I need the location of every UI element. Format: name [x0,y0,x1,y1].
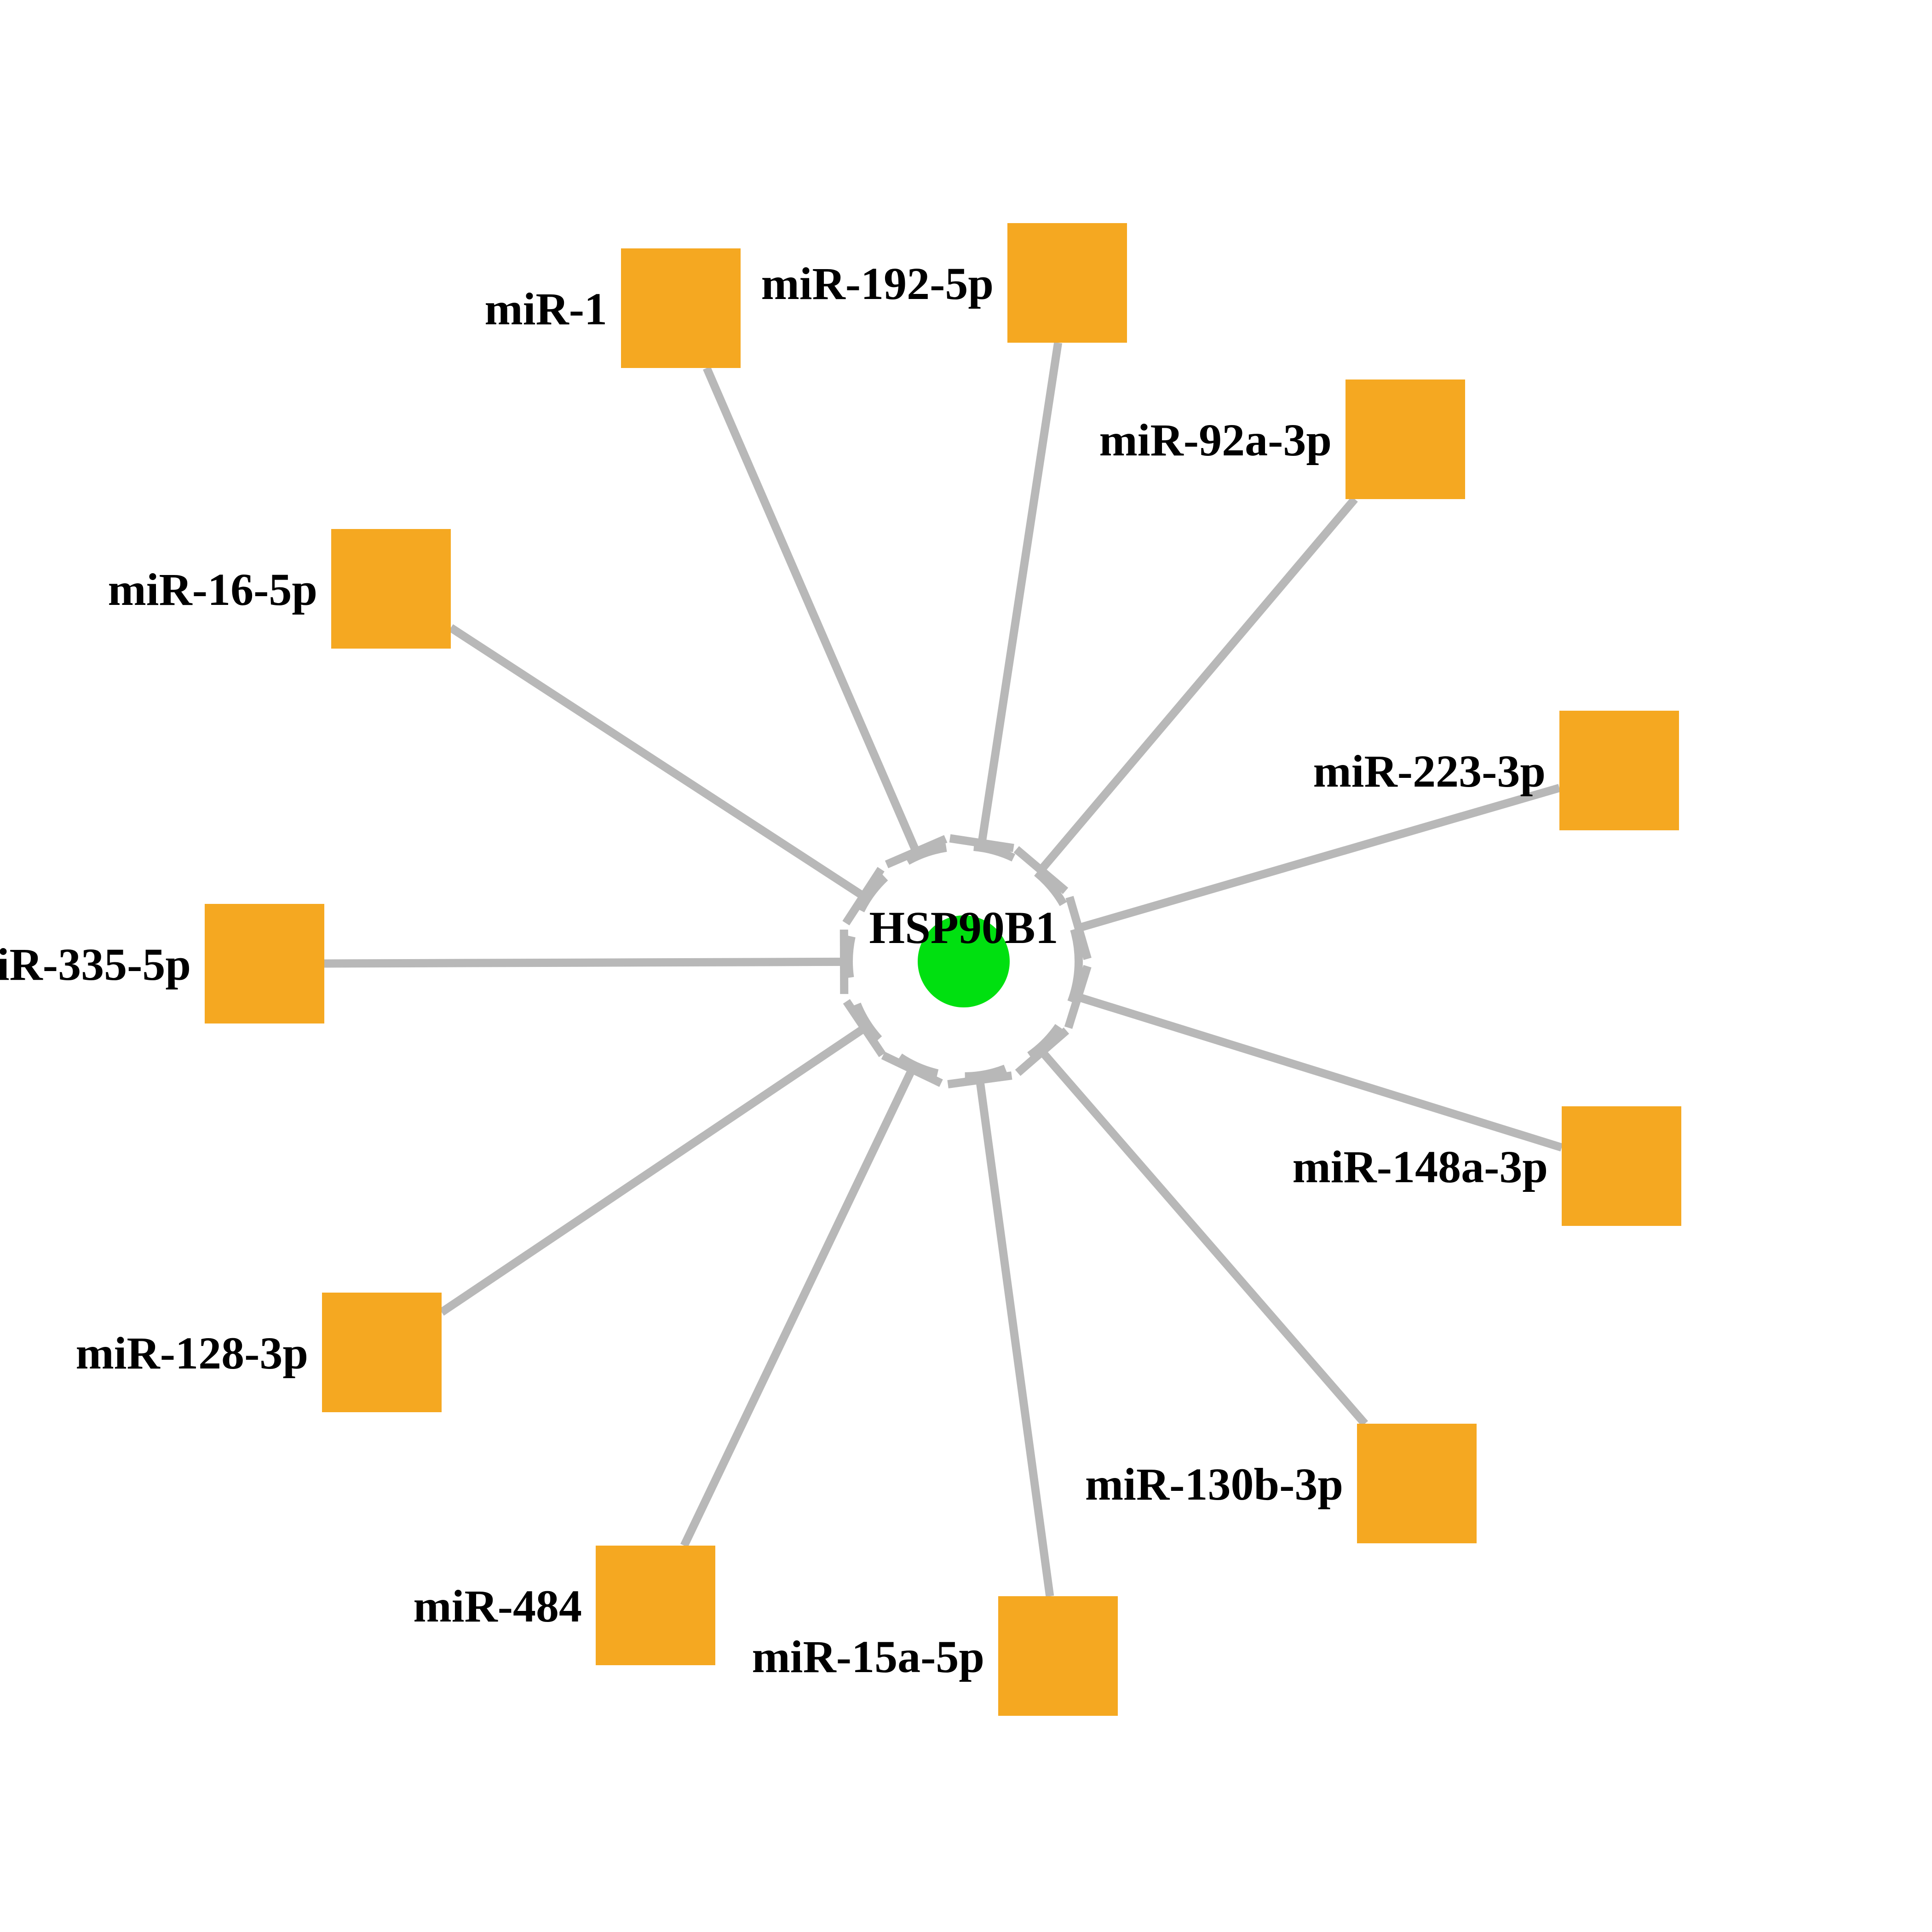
edge [324,962,844,964]
outer-node [621,248,741,368]
outer-node-label: miR-92a-3p [1099,414,1332,466]
outer-node [331,529,451,649]
outer-node-label: miR-192-5p [761,258,994,309]
center-node-label: HSP90B1 [869,902,1058,953]
network-diagram: HSP90B1 miR-192-5p miR-92a-3p miR-223-3p miR… [0,0,1932,1932]
outer-node [1357,1424,1477,1543]
outer-node-label: miR-15a-5p [752,1631,984,1682]
outer-node-label: miR-128-3p [75,1328,308,1379]
outer-node-label: miR-148a-3p [1292,1141,1548,1192]
outer-node-label: miR-16-5p [108,564,317,615]
outer-node-label: miR-484 [413,1581,582,1632]
outer-node [322,1293,442,1412]
outer-node-label: miR-223-3p [1313,746,1546,797]
outer-node [205,904,324,1024]
outer-node [998,1596,1118,1716]
outer-node-label: miR-1 [484,283,607,334]
outer-node-label: miR-335-5p [0,939,191,990]
outer-node [596,1546,715,1665]
outer-node [1007,223,1127,343]
outer-node [1559,711,1679,830]
outer-node-label: miR-130b-3p [1085,1459,1343,1510]
outer-node [1562,1106,1681,1226]
outer-node [1346,380,1465,499]
